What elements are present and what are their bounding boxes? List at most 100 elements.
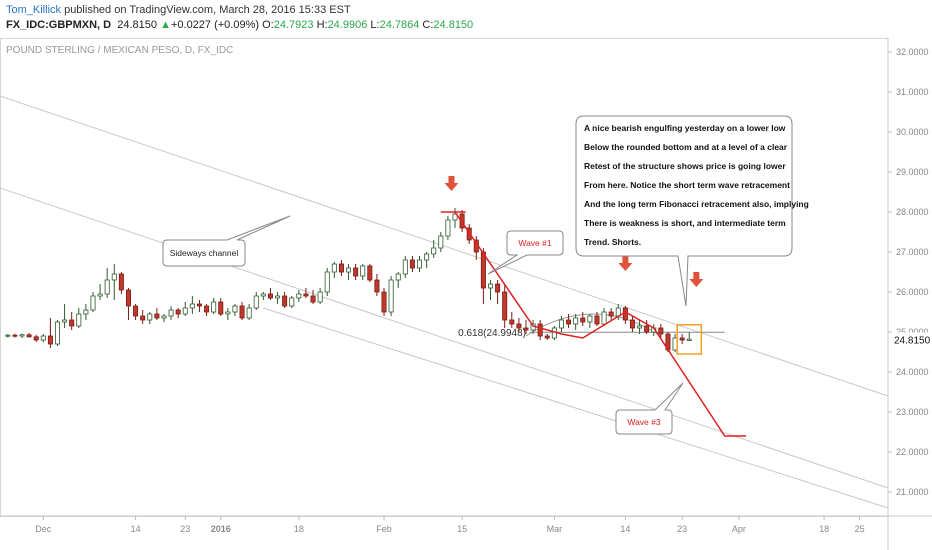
candle-body <box>33 336 39 341</box>
candle-body <box>161 315 167 319</box>
candle-body <box>175 309 181 315</box>
candle-body <box>83 309 89 315</box>
note-box <box>575 115 793 307</box>
candle-body <box>338 263 344 273</box>
plot-frame <box>0 38 889 517</box>
candle-body <box>424 253 430 261</box>
candle-body <box>395 273 401 281</box>
last-price-tag <box>889 332 932 347</box>
candle-body <box>40 335 46 341</box>
callout-label: Wave #1 <box>518 238 552 248</box>
candle-body <box>495 283 501 293</box>
wave-line <box>454 211 747 437</box>
candle-body <box>686 338 692 341</box>
candle-body <box>417 259 423 269</box>
down-arrow-icon <box>444 183 459 191</box>
candle-body <box>246 307 252 319</box>
y-tick-label: 28.0000 <box>896 207 929 217</box>
x-tick-label: 14 <box>131 524 141 534</box>
x-tick-label: Mar <box>547 524 563 534</box>
down-arrow-icon <box>622 256 629 263</box>
callout-label: Wave #3 <box>627 417 661 427</box>
candle-body <box>62 319 68 323</box>
down-arrow-icon <box>693 272 700 279</box>
candle-body <box>544 335 550 339</box>
candle-body <box>218 301 224 315</box>
candle-body <box>282 295 288 307</box>
note-line: Retest of the structure shows price is g… <box>584 161 786 171</box>
y-tick-label: 30.0000 <box>896 127 929 137</box>
candle-body <box>608 311 614 317</box>
candle-body <box>260 293 266 297</box>
candle-body <box>133 305 139 317</box>
y-tick-label: 32.0000 <box>896 47 929 57</box>
down-arrow-icon <box>618 263 633 271</box>
wave3-callout: Wave #3 <box>615 382 684 435</box>
candle-body <box>459 213 465 229</box>
candle-body <box>452 213 458 221</box>
candle-body <box>480 251 486 289</box>
ohlc-line: FX_IDC:GBPMXN, D 24.8150 ▲+0.0227 (+0.09… <box>6 19 473 31</box>
candle-body <box>104 279 110 295</box>
callout-label: Sideways channel <box>170 248 239 258</box>
candle-body <box>622 307 628 321</box>
note-line: There is weakness is short, and intermed… <box>584 218 786 228</box>
note-line: Trend. Shorts. <box>584 237 641 247</box>
candle-body <box>409 259 415 269</box>
candle-body <box>537 323 543 337</box>
note-line: From here. Notice the short term wave re… <box>584 180 790 190</box>
candle-body <box>239 305 245 319</box>
author-link[interactable]: Tom_Killick <box>6 4 62 16</box>
candle-body <box>232 305 238 313</box>
price-chart[interactable]: POUND STERLING / MEXICAN PESO, D, FX_IDC… <box>0 38 932 550</box>
chart-title: POUND STERLING / MEXICAN PESO, D, FX_IDC <box>6 45 233 56</box>
wave-projection <box>440 211 747 437</box>
candle-body <box>402 259 408 275</box>
x-tick-label: Apr <box>732 524 746 534</box>
candle-body <box>26 334 32 338</box>
y-tick-label: 22.0000 <box>896 447 929 457</box>
candle-body <box>303 293 309 297</box>
y-tick-label: 29.0000 <box>896 167 929 177</box>
callout-box <box>162 215 291 267</box>
sideways-channel-callout: Sideways channel <box>162 215 291 267</box>
note-line: A nice bearish engulfing yesterday on a … <box>584 123 786 133</box>
analysis-note: A nice bearish engulfing yesterday on a … <box>575 115 809 307</box>
candle-body <box>324 271 330 293</box>
candle-body <box>189 303 195 309</box>
down-arrow-icon <box>689 279 704 287</box>
candle-body <box>509 319 515 325</box>
candle-body <box>438 235 444 249</box>
candle-body <box>90 295 96 311</box>
candle-body <box>346 267 352 273</box>
publish-line: Tom_Killick published on TradingView.com… <box>6 4 351 16</box>
candle-body <box>211 301 217 313</box>
publish-info: published on TradingView.com, March 28, … <box>61 4 351 16</box>
fib-label: 0.618(24.9948) <box>458 328 526 339</box>
candle-body <box>658 327 664 335</box>
callout-box <box>487 230 564 275</box>
time-axis[interactable]: Dec 14 23 2016 18 Feb 15 Mar 14 23 Apr 18 25 <box>35 516 865 534</box>
candle-body <box>168 309 174 317</box>
symbol-label[interactable]: FX_IDC:GBPMXN, D <box>6 19 112 31</box>
candle-body <box>516 323 522 329</box>
price-axis[interactable]: 21.0000 22.0000 23.0000 24.0000 25.0000 26.00… <box>888 47 932 497</box>
low-value: 24.7864 <box>379 19 420 31</box>
candle-body <box>644 325 650 333</box>
chart-area[interactable]: POUND STERLING / MEXICAN PESO, D, FX_IDC… <box>0 38 932 550</box>
grid <box>0 38 932 550</box>
candle-body <box>69 319 75 327</box>
candle-body <box>587 315 593 323</box>
candle-body <box>502 291 508 321</box>
down-arrow-icon <box>448 176 455 183</box>
high-value: 24.9906 <box>327 19 368 31</box>
highlight-box <box>676 324 703 355</box>
candle-body <box>445 219 451 237</box>
close-label: C: <box>422 19 434 31</box>
candle-body <box>310 295 316 303</box>
candle-body <box>381 291 387 313</box>
signal-arrows <box>444 176 704 287</box>
high-label: H: <box>316 19 328 31</box>
candle-body <box>47 335 53 345</box>
y-tick-label: 21.0000 <box>896 487 929 497</box>
